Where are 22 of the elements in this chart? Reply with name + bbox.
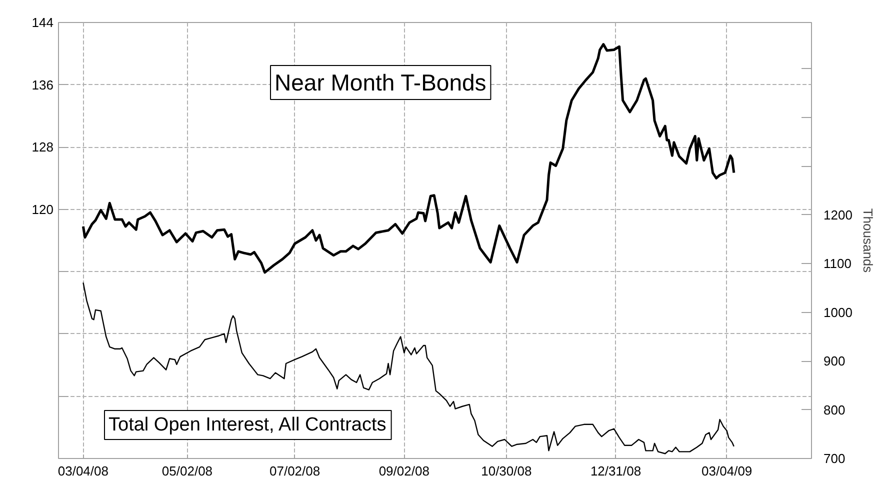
text: Near Month T-Bonds	[274, 70, 486, 96]
y2-tick-label: 800	[824, 402, 846, 418]
line-series	[82, 43, 736, 274]
y-tick-label: 136	[32, 77, 54, 92]
x-tick-label: 10/30/08	[481, 464, 532, 478]
y2-tick-label: 1000	[824, 304, 852, 320]
y-tick-label: 144	[32, 15, 54, 30]
y2-tick-label: 1100	[824, 256, 852, 272]
x-tick-label: 03/04/09	[702, 464, 752, 478]
x-tick-label: 05/02/08	[162, 464, 213, 478]
y-tick-label: 128	[32, 140, 54, 155]
line-series	[82, 282, 735, 454]
y2-tick-label: 900	[824, 354, 846, 369]
series-label: Total Open Interest, All Contracts	[108, 414, 386, 436]
x-tick-label: 12/31/08	[590, 464, 642, 478]
x-tick-label: 03/04/08	[58, 464, 108, 478]
x-tick-label: 07/02/08	[270, 464, 320, 478]
y2-tick-label: 700	[824, 451, 846, 466]
y2-tick-label: 1200	[824, 207, 852, 222]
y2-axis-title: Thousands	[860, 208, 876, 274]
y-tick-label: 120	[32, 202, 54, 217]
x-tick-label: 09/02/08	[378, 464, 430, 478]
